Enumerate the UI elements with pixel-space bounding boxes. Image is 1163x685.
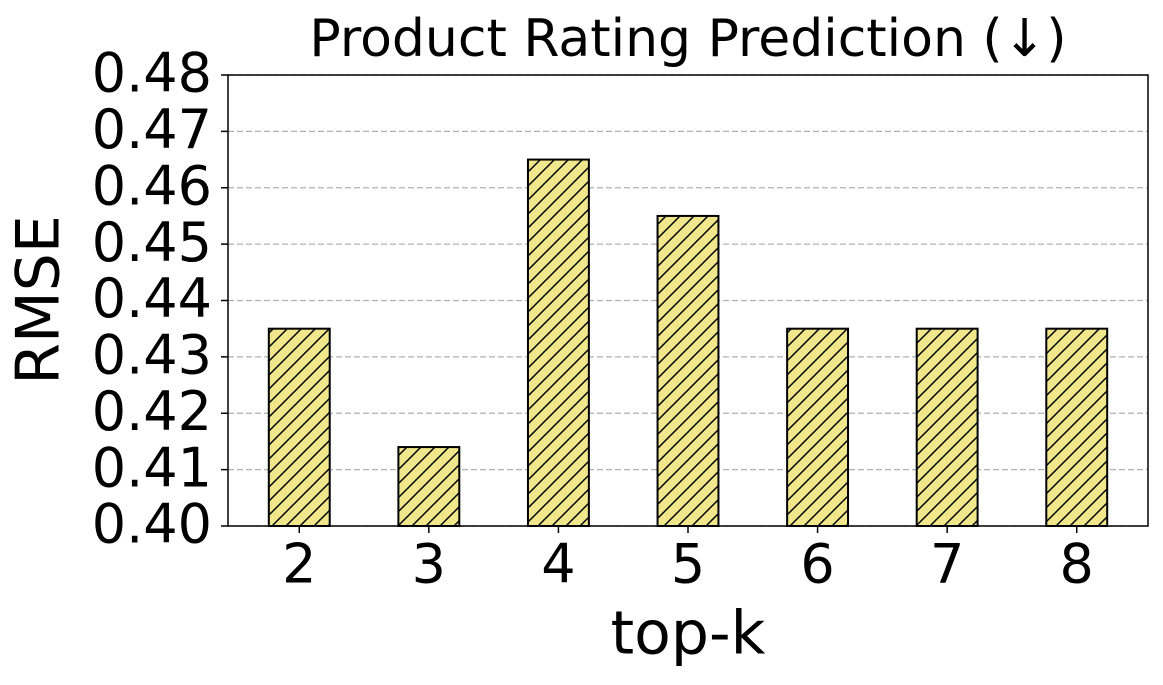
y-tick-label: 0.46 [92, 154, 212, 217]
y-tick-label: 0.47 [92, 98, 212, 161]
y-tick-label: 0.44 [92, 267, 212, 330]
y-tick-label: 0.42 [92, 380, 212, 443]
y-tick-label: 0.45 [92, 211, 212, 274]
y-tick-label: 0.40 [92, 493, 212, 556]
bar-hatch [527, 159, 589, 526]
x-tick-label: 7 [930, 533, 964, 596]
y-axis-label: RMSE [4, 215, 74, 384]
x-tick-label: 6 [800, 533, 834, 596]
x-axis-label: top-k [611, 599, 766, 669]
bar-hatch [268, 328, 330, 526]
bar-hatch [787, 328, 849, 526]
x-tick-label: 3 [412, 533, 446, 596]
bar-hatch [1046, 328, 1108, 526]
chart-title: Product Rating Prediction (↓) [309, 9, 1066, 69]
plot-frame [227, 74, 1149, 527]
x-tick-label: 5 [671, 533, 705, 596]
x-tick-label: 8 [1060, 533, 1094, 596]
y-tick-label: 0.43 [92, 324, 212, 387]
bar-hatch [916, 328, 978, 526]
bar-hatch [398, 447, 460, 526]
y-tick-label: 0.48 [92, 42, 212, 105]
bar-hatch [657, 215, 719, 526]
y-tick-label: 0.41 [92, 436, 212, 499]
x-tick-label: 4 [541, 533, 575, 596]
x-tick-label: 2 [282, 533, 316, 596]
